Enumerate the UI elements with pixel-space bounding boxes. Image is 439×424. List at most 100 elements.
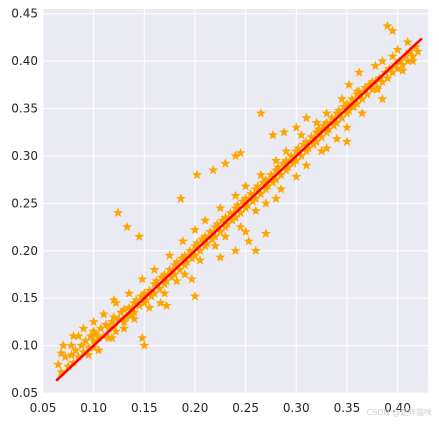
fit-line-group	[55, 37, 423, 382]
scatter-point	[260, 198, 271, 208]
x-tick-label: 0.10	[80, 401, 107, 415]
scatter-point	[205, 226, 216, 237]
scatter-point	[177, 236, 188, 246]
scatter-point	[197, 234, 208, 244]
scatter-point	[208, 164, 219, 175]
scatter-point	[392, 63, 403, 73]
scatter-point	[328, 120, 339, 130]
y-tick-labels: 0.05 0.10 0.15 0.20 0.25 0.30 0.35 0.40 0.45	[11, 7, 38, 400]
scatter-point	[382, 20, 393, 31]
scatter-point	[113, 207, 123, 218]
y-tick-label: 0.10	[11, 339, 38, 353]
scatter-point	[314, 124, 325, 134]
scatter-point	[131, 294, 142, 305]
scatter-point	[53, 359, 64, 369]
scatter-point	[397, 65, 408, 75]
scatter-point	[108, 294, 119, 305]
scatter-point	[220, 212, 231, 222]
scatter-point	[171, 256, 182, 267]
scatter-point	[357, 93, 368, 104]
scatter-point	[321, 143, 332, 153]
scatter-point	[181, 256, 192, 267]
scatter-point	[108, 311, 119, 322]
scatter-point	[78, 323, 89, 333]
scatter-point	[291, 155, 302, 165]
scatter-point	[210, 231, 221, 241]
scatter-point	[80, 335, 91, 346]
scatter-point	[354, 67, 365, 77]
scatter-point	[387, 25, 398, 36]
x-tick-label: 0.20	[182, 401, 209, 415]
scatter-point	[370, 60, 381, 71]
scatter-point	[186, 274, 197, 284]
scatter-point	[73, 330, 84, 341]
scatter-point	[83, 349, 94, 360]
scatter-point	[73, 351, 84, 362]
scatter-point	[179, 250, 190, 260]
scatter-point	[336, 93, 347, 104]
scatter-point	[146, 291, 157, 301]
scatter-point	[400, 51, 411, 61]
watermark-text: CSDN @矩阵猫咪	[367, 407, 432, 417]
scatter-point	[338, 101, 349, 111]
scatter-point	[215, 226, 226, 237]
scatter-point	[88, 316, 99, 327]
scatter-point	[230, 190, 241, 200]
scatter-point	[151, 275, 162, 286]
scatter-point	[377, 76, 388, 87]
scatter-point	[237, 196, 248, 206]
scatter-point	[283, 162, 294, 172]
scatter-point	[316, 131, 327, 142]
scatter-point	[56, 366, 67, 377]
scatter-point	[331, 117, 342, 127]
scatter-point	[352, 98, 363, 109]
y-tick-label: 0.25	[11, 196, 38, 210]
scatter-point	[220, 231, 231, 241]
scatter-point	[114, 313, 124, 324]
scatter-point	[402, 36, 413, 47]
scatter-point	[200, 231, 211, 241]
scatter-point	[410, 41, 421, 52]
scatter-point	[169, 269, 180, 279]
y-tick-label: 0.40	[11, 54, 38, 68]
scatter-point	[195, 255, 205, 265]
x-tick-labels: 0.05 0.10 0.15 0.20 0.25 0.30 0.35 0.40	[30, 401, 411, 415]
scatter-point	[407, 55, 418, 66]
scatter-point	[70, 345, 81, 355]
scatter-point	[255, 169, 266, 180]
scatter-point	[103, 323, 114, 333]
scatter-point	[412, 46, 423, 56]
scatter-point	[260, 174, 271, 184]
scatter-point	[288, 158, 299, 168]
scatter-point	[93, 332, 104, 343]
scatter-point	[93, 345, 104, 355]
scatter-point	[250, 245, 261, 255]
scatter-point	[333, 105, 344, 115]
scatter-point	[316, 146, 327, 156]
scatter-point	[230, 212, 241, 222]
scatter-point	[243, 236, 254, 246]
scatter-point	[202, 237, 213, 248]
scatter-point	[144, 285, 155, 295]
scatter-point	[126, 310, 137, 320]
scatter-point	[266, 169, 276, 180]
scatter-point	[347, 101, 357, 111]
scatter-point	[222, 219, 233, 229]
scatter-point	[106, 316, 117, 327]
scatter-point	[308, 139, 319, 149]
scatter-point	[306, 131, 317, 142]
scatter-point	[137, 332, 148, 343]
scatter-point	[276, 169, 287, 180]
scatter-point	[129, 313, 140, 324]
scatter-point	[179, 269, 190, 279]
scatter-point	[137, 274, 148, 284]
scatter-point	[192, 169, 202, 180]
scatter-point	[364, 79, 375, 90]
scatter-point	[78, 347, 89, 357]
scatter-point	[190, 291, 200, 301]
scatter-point	[301, 136, 312, 146]
scatter-point	[171, 275, 182, 286]
scatter-point	[268, 177, 278, 187]
y-tick-label: 0.05	[11, 386, 38, 400]
